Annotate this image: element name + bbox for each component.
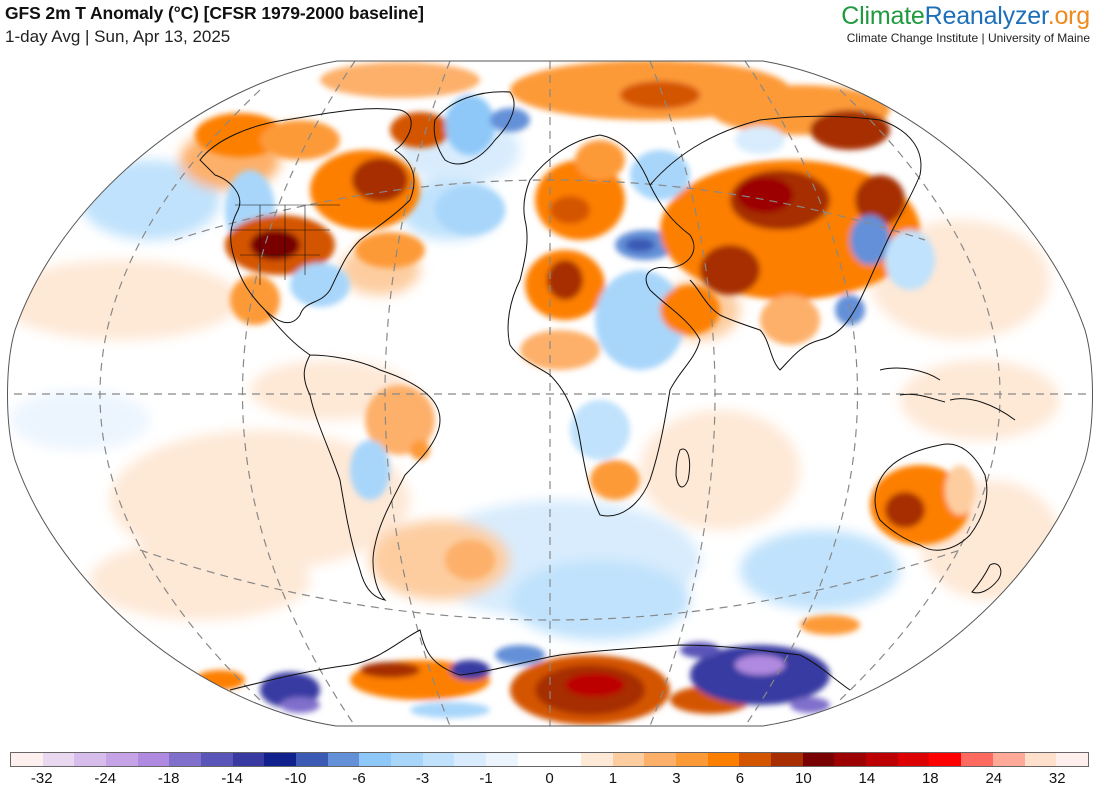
colorbar-tick-label: 14 [858,770,876,787]
colorbar-tick-label: -10 [284,770,307,787]
map-title: GFS 2m T Anomaly (°C) [CFSR 1979-2000 ba… [5,3,424,23]
brand-logo-part3: .org [1047,2,1090,30]
colorbar-segment [866,753,898,766]
colorbar-segment [264,753,297,766]
colorbar-segment [676,753,708,766]
colorbar-tick-label: 10 [795,770,812,787]
colorbar-tick-label: 3 [672,770,681,787]
colorbar-segment [992,753,1025,766]
colorbar-tick-label: 6 [735,770,745,787]
anomaly-map [7,60,1093,727]
colorbar-segment [771,753,803,766]
colorbar-segment [644,753,677,766]
colorbar-segment [929,753,962,766]
colorbar-segment [296,753,328,766]
colorbar [10,752,1089,767]
colorbar-tick-label: -14 [221,770,243,787]
colorbar-segment [802,753,835,766]
colorbar-segment [581,753,613,766]
brand-logo[interactable]: ClimateReanalyzer.org [841,1,1090,31]
colorbar-tick-label: -1 [479,770,493,787]
globe-outline [7,60,1093,727]
colorbar-tick-label: -32 [30,770,53,787]
colorbar-segment [549,753,582,766]
colorbar-segment [739,753,772,766]
colorbar-tick-label: -24 [94,770,117,787]
colorbar-tick-label: 18 [921,770,939,787]
colorbar-segment [11,753,43,766]
colorbar-segment [1056,753,1088,766]
colorbar-tick-label: 0 [545,770,554,787]
colorbar-segment [422,753,455,766]
colorbar-segment [74,753,107,766]
colorbar-ticks: -32 -24 -18 -14 -10 -6 -3 -1 0 1 3 6 10 14 18 24 32 [10,770,1089,790]
colorbar-segment [201,753,233,766]
colorbar-segment [486,753,518,766]
colorbar-segment [517,753,550,766]
colorbar-segment [897,753,930,766]
colorbar-tick-label: -3 [415,770,430,787]
brand-tagline: Climate Change Institute | University of… [846,31,1090,45]
colorbar-tick-label: -6 [352,770,366,787]
colorbar-segment [612,753,645,766]
colorbar-tick-label: -18 [157,770,180,787]
colorbar-segment [169,753,202,766]
colorbar-segment [232,753,265,766]
map-subtitle: 1-day Avg | Sun, Apr 13, 2025 [5,27,231,46]
colorbar-segment [707,753,740,766]
brand-block: ClimateReanalyzer.org Climate Change Ins… [841,1,1090,45]
colorbar-segment [961,753,993,766]
brand-logo-part1: Climate [841,2,925,30]
colorbar-segment [1024,753,1057,766]
colorbar-segment [106,753,138,766]
anomaly-field [7,61,1093,726]
colorbar-tick-label: 1 [608,770,618,787]
colorbar-segment [137,753,170,766]
colorbar-segment [42,753,75,766]
brand-logo-part2: Reanalyzer [924,2,1048,30]
colorbar-segment [327,753,360,766]
coastlines [199,91,1016,691]
colorbar-segment [391,753,423,766]
colorbar-segment [454,753,487,766]
colorbar-tick-label: 24 [985,770,1003,787]
colorbar-tick-label: 32 [1048,770,1066,787]
colorbar-segment [359,753,392,766]
colorbar-segment [834,753,867,766]
